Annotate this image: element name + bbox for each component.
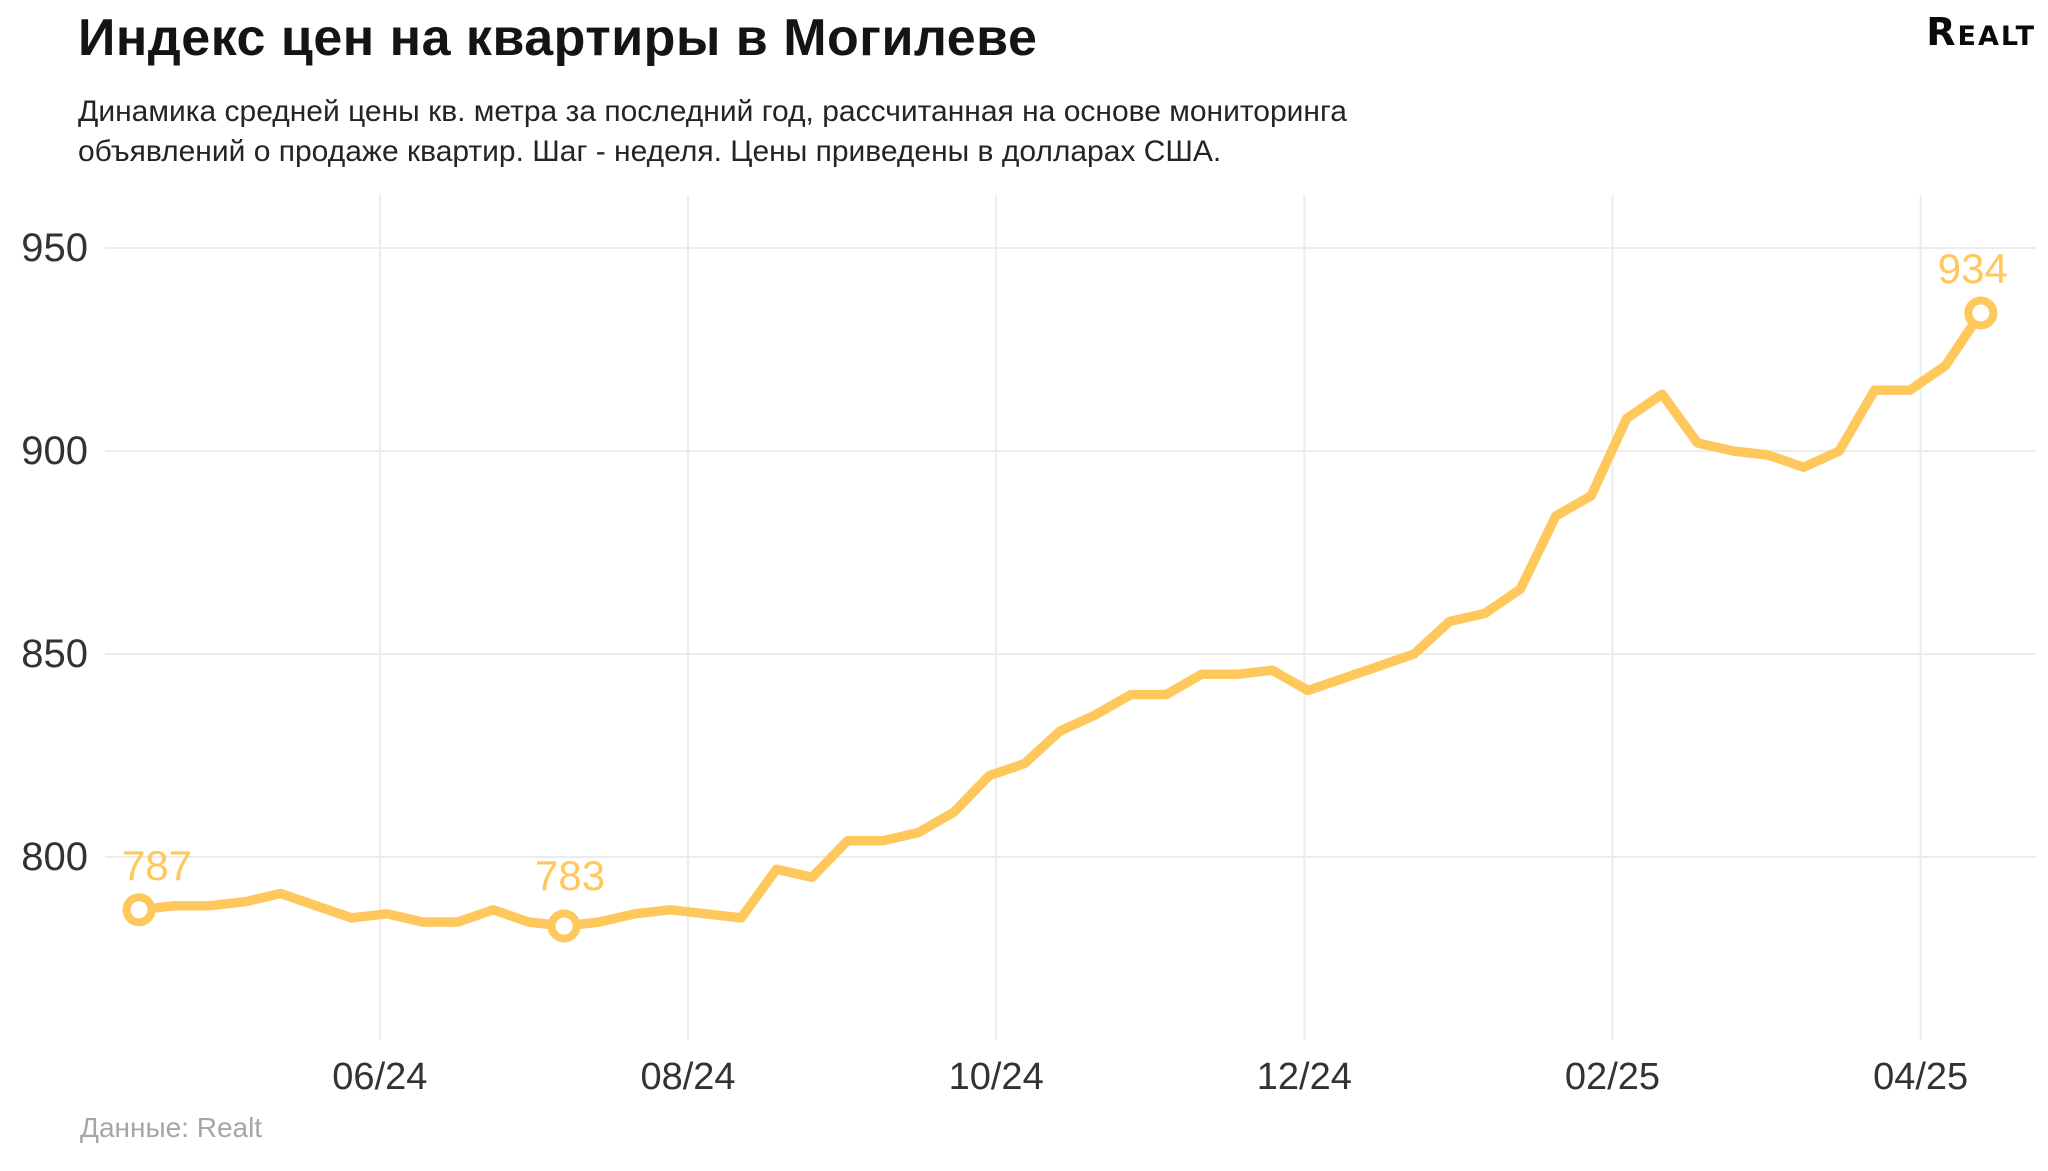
data-point-label-934: 934 (1938, 245, 2008, 292)
data-point-marker-934 (1964, 296, 1998, 330)
y-axis-label-900: 900 (21, 429, 88, 473)
chart-subtitle-line1: Динамика средней цены кв. метра за после… (78, 95, 1347, 128)
x-axis-label-02/25: 02/25 (1565, 1056, 1660, 1098)
data-point-marker-787 (122, 893, 156, 927)
page-title: Индекс цен на квартиры в Могилеве (78, 9, 1038, 67)
data-point-label-787: 787 (122, 842, 192, 889)
x-axis-label-04/25: 04/25 (1873, 1056, 1968, 1098)
y-axis-label-850: 850 (21, 632, 88, 676)
data-point-label-783: 783 (535, 852, 605, 899)
x-axis-label-10/24: 10/24 (949, 1056, 1044, 1098)
x-axis-label-08/24: 08/24 (640, 1056, 735, 1098)
chart-subtitle: Динамика средней цены кв. метра за после… (78, 92, 1347, 172)
y-axis-label-950: 950 (21, 226, 88, 270)
data-source-note: Данные: Realt (80, 1112, 263, 1143)
chart-subtitle-line2: объявлений о продаже квартир. Шаг - неде… (78, 135, 1222, 168)
x-axis-label-06/24: 06/24 (332, 1056, 427, 1098)
price-series-line (134, 308, 1986, 931)
y-axis-label-800: 800 (21, 835, 88, 879)
realt-logo: Realt (1926, 10, 2036, 54)
data-point-marker-783 (547, 909, 581, 943)
x-axis-label-12/24: 12/24 (1257, 1056, 1352, 1098)
